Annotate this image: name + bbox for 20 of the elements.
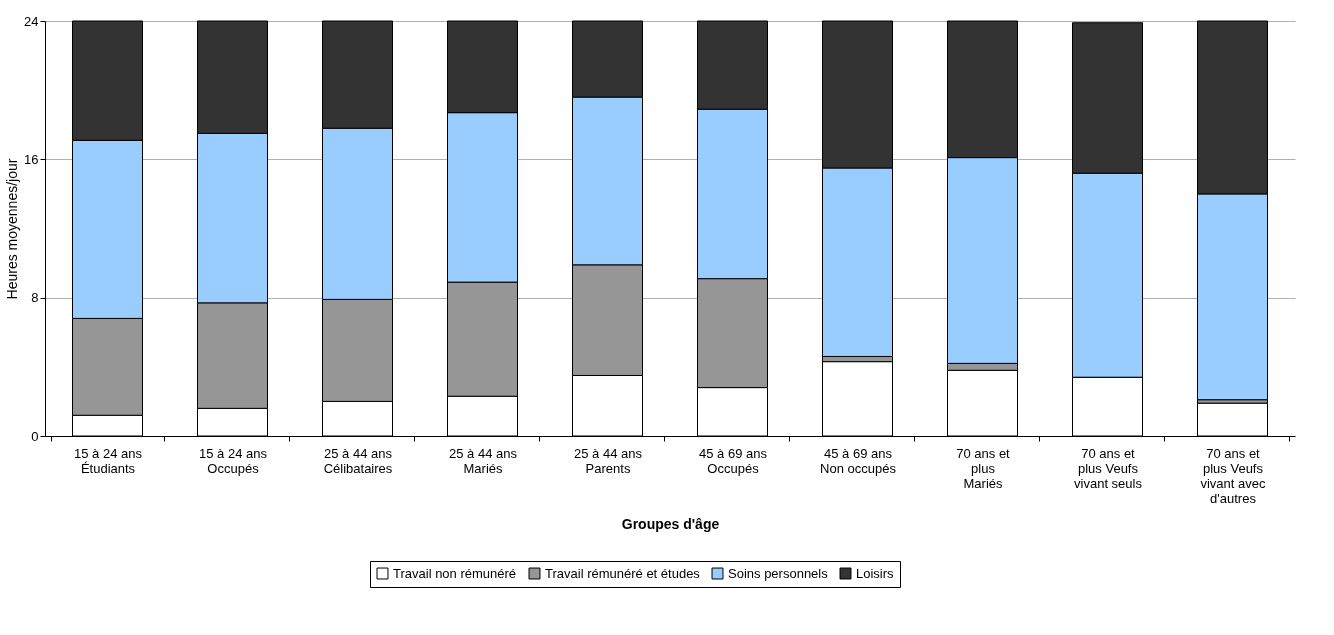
x-tick-label: 70 ans et plus Veufs vivant seuls — [1074, 445, 1143, 491]
x-tick-label: 45 à 69 ans Occupés — [699, 445, 768, 476]
x-tick-label: 25 à 44 ans Parents — [574, 445, 643, 476]
legend-label: Soins personnels — [728, 565, 829, 581]
legend-label: Travail non rémunéré — [393, 565, 517, 581]
x-tick-label: 70 ans et plus Mariés — [956, 445, 1011, 491]
x-tick-label: 45 à 69 ans Non occupés — [820, 445, 897, 476]
y-tick-label: 8 — [31, 290, 39, 306]
y-tick-label: 24 — [24, 13, 39, 29]
legend-label: Travail rémunéré et études — [545, 565, 701, 581]
y-axis-title: Heures moyennes/jour — [4, 158, 21, 300]
x-tick-label: 25 à 44 ans Mariés — [449, 445, 518, 476]
legend-label: Loisirs — [856, 565, 895, 581]
x-tick-label: 15 à 24 ans Étudiants — [74, 445, 143, 476]
x-tick-label: 25 à 44 ans Célibataires — [323, 445, 393, 476]
y-tick-label: 0 — [31, 428, 39, 444]
x-axis-title: Groupes d'âge — [621, 515, 720, 532]
y-tick-label: 16 — [24, 151, 39, 167]
x-tick-label: 15 à 24 ans Occupés — [199, 445, 268, 476]
x-tick-label: 70 ans et plus Veufs vivant avec d'autres — [1200, 445, 1267, 506]
